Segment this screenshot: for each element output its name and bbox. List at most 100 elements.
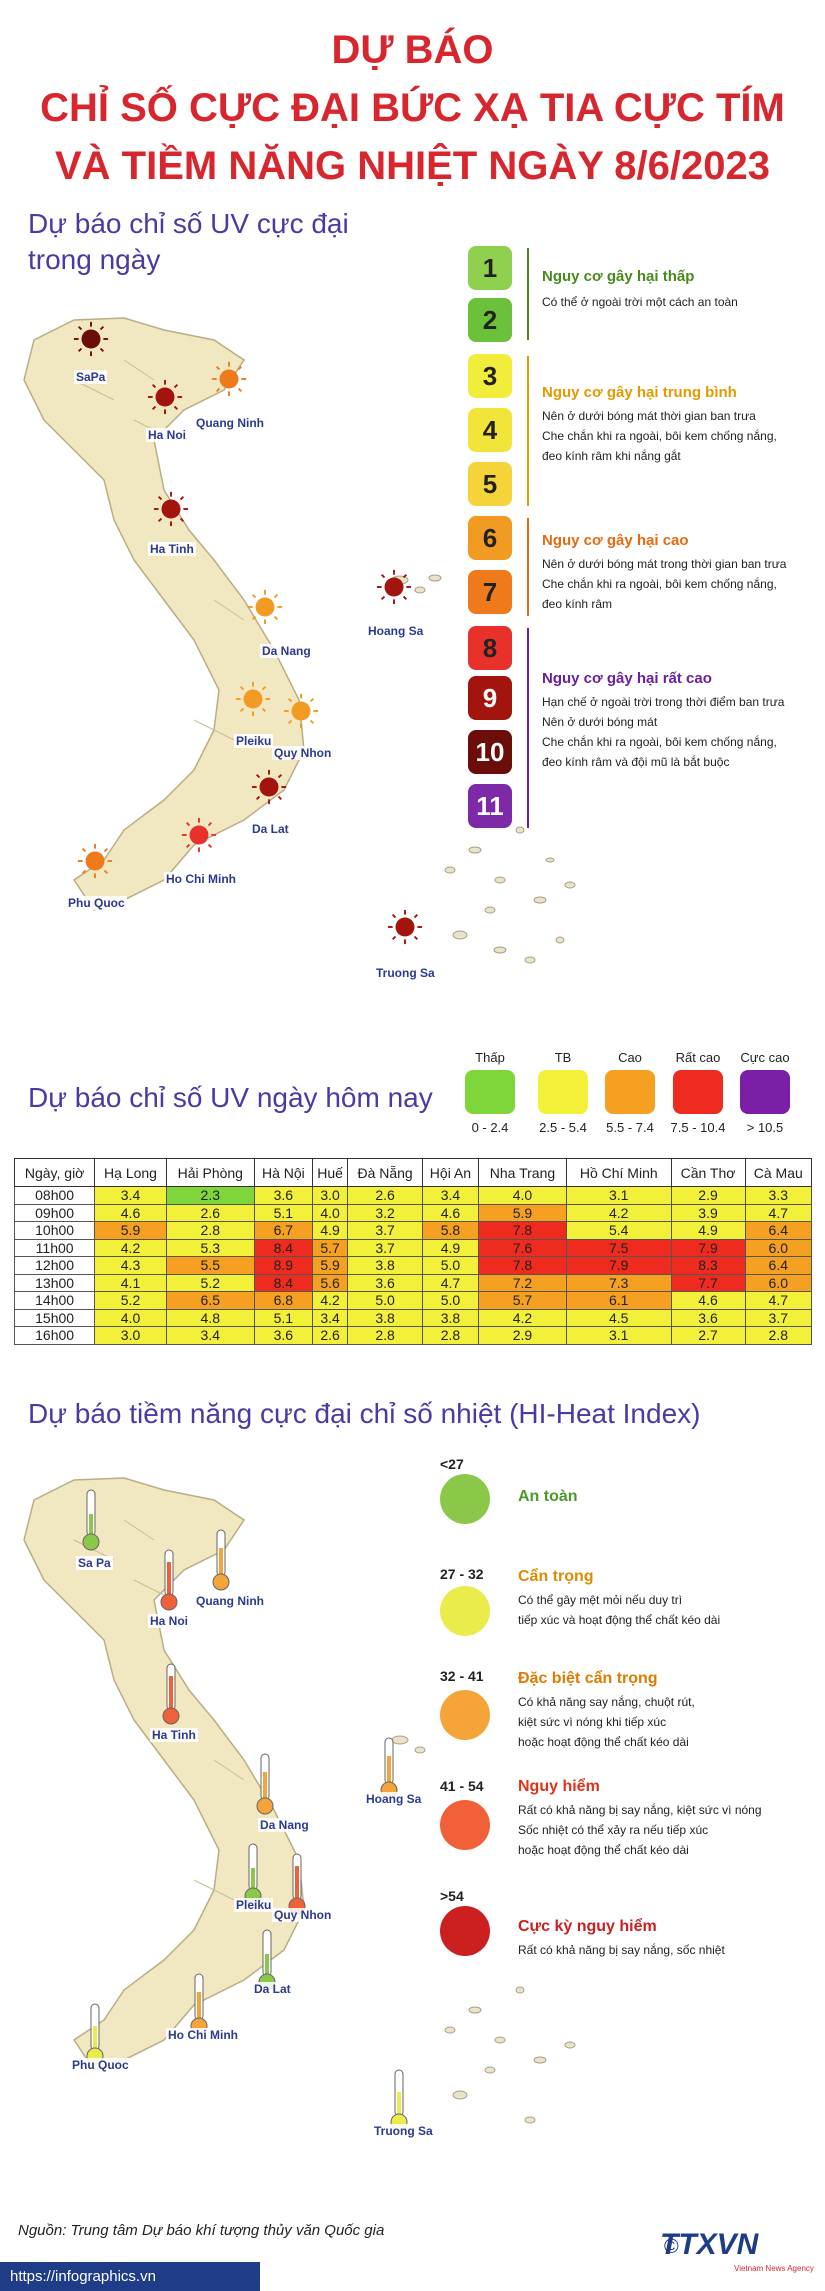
- sun-icon-hoangsa: [376, 569, 412, 605]
- heat-range-extreme-caution: 32 - 41: [440, 1668, 484, 1684]
- city-label-sapa: SaPa: [74, 370, 108, 384]
- sun-icon-quynhon: [283, 693, 319, 729]
- table-value-cell: 5.0: [421, 1291, 479, 1310]
- heat-city-hochiminh: Ho Chi Minh: [166, 2028, 240, 2042]
- uv-level-1: 1: [468, 246, 512, 290]
- risk-desc-high: Nên ở dưới bóng mát trong thời gian ban …: [542, 557, 787, 611]
- uv-map-heading-2: trong ngày: [28, 244, 161, 275]
- table-value-cell: 7.3: [565, 1273, 672, 1292]
- heat-title-extreme-danger: Cực kỳ nguy hiểm: [518, 1918, 657, 1935]
- uv-level-3: 3: [468, 354, 512, 398]
- website-link[interactable]: https://infographics.vn: [0, 2262, 260, 2291]
- table-value-cell: 7.8: [477, 1221, 567, 1240]
- heat-circle-safe: [440, 1474, 490, 1524]
- uv-level-4: 4: [468, 408, 512, 452]
- table-value-cell: 5.7: [477, 1291, 567, 1310]
- table-time-cell: 16h00: [13, 1326, 96, 1345]
- heat-city-danang: Da Nang: [258, 1818, 311, 1832]
- uv-level-5: 5: [468, 462, 512, 506]
- table-value-cell: 2.7: [670, 1326, 746, 1345]
- heat-city-truongsa: Truong Sa: [372, 2124, 435, 2138]
- table-time-cell: 13h00: [13, 1273, 96, 1292]
- copyright-symbol: ©: [664, 2236, 679, 2258]
- table-value-cell: 2.6: [165, 1203, 255, 1222]
- scale-range-low: 0 - 2.4: [471, 1120, 509, 1135]
- table-value-cell: 3.6: [253, 1186, 313, 1205]
- divider-medium: [527, 356, 529, 506]
- scale-label-extreme: Cực cao: [740, 1050, 790, 1065]
- divider-high: [527, 518, 529, 616]
- table-value-cell: 3.6: [670, 1308, 746, 1327]
- heat-city-hoangsa: Hoang Sa: [364, 1792, 424, 1806]
- sun-icon-hatinh: [153, 491, 189, 527]
- heat-title-safe: An toàn: [518, 1488, 578, 1505]
- table-value-cell: 2.9: [670, 1186, 746, 1205]
- table-value-cell: 7.5: [565, 1238, 672, 1257]
- uv-level-10: 10: [468, 730, 512, 774]
- table-value-cell: 5.2: [94, 1291, 167, 1310]
- city-label-danang: Da Nang: [260, 644, 313, 658]
- table-value-cell: 3.7: [744, 1308, 813, 1327]
- table-value-cell: 3.3: [744, 1186, 813, 1205]
- city-label-hochiminh: Ho Chi Minh: [164, 872, 238, 886]
- scale-range-high: 5.5 - 7.4: [606, 1120, 654, 1135]
- heat-city-quangninh: Quang Ninh: [194, 1594, 266, 1608]
- table-value-cell: 3.7: [347, 1221, 423, 1240]
- thermometer-icon-hochiminh: [190, 1973, 208, 2035]
- sun-icon-phuquoc: [77, 843, 113, 879]
- table-value-cell: 4.6: [670, 1291, 746, 1310]
- heat-desc-danger: Rất có khả năng bị say nắng, kiệt sức vì…: [518, 1803, 762, 1857]
- ttxvn-logo: TTXVN: [660, 2228, 759, 2261]
- table-value-cell: 4.6: [421, 1203, 479, 1222]
- heat-city-quynhon: Quy Nhon: [272, 1908, 334, 1922]
- table-value-cell: 2.8: [165, 1221, 255, 1240]
- thermometer-icon-quangninh: [212, 1529, 230, 1591]
- heat-circle-caution: [440, 1586, 490, 1636]
- table-time-cell: 11h00: [13, 1238, 96, 1257]
- thermometer-icon-sapa: [82, 1489, 100, 1551]
- risk-title-low: Nguy cơ gây hại thấp: [542, 268, 695, 285]
- heat-city-hanoi: Ha Noi: [148, 1614, 191, 1628]
- table-value-cell: 3.8: [347, 1308, 423, 1327]
- table-value-cell: 4.0: [94, 1308, 167, 1327]
- heat-city-dalat: Da Lat: [252, 1982, 293, 1996]
- table-value-cell: 3.8: [421, 1308, 479, 1327]
- divider-very-high: [527, 628, 529, 828]
- scale-range-extreme: > 10.5: [746, 1120, 784, 1135]
- table-value-cell: 7.9: [565, 1256, 672, 1275]
- table-value-cell: 4.9: [311, 1221, 349, 1240]
- sun-icon-hochiminh: [181, 817, 217, 853]
- table-header-cell: Nha Trang: [477, 1158, 567, 1187]
- table-value-cell: 6.0: [744, 1238, 813, 1257]
- table-value-cell: 6.5: [165, 1291, 255, 1310]
- heat-desc-extreme-danger: Rất có khả năng bị say nắng, sốc nhiệt: [518, 1943, 725, 1957]
- table-time-cell: 14h00: [13, 1291, 96, 1310]
- scale-box-low: [465, 1070, 515, 1114]
- thermometer-icon-quynhon: [288, 1853, 306, 1915]
- table-value-cell: 2.8: [744, 1326, 813, 1345]
- scale-label-medium: TB: [554, 1050, 572, 1065]
- table-value-cell: 3.4: [165, 1326, 255, 1345]
- table-value-cell: 3.1: [565, 1186, 672, 1205]
- table-value-cell: 3.6: [253, 1326, 313, 1345]
- table-value-cell: 3.4: [311, 1308, 349, 1327]
- table-value-cell: 3.4: [421, 1186, 479, 1205]
- table-value-cell: 2.3: [165, 1186, 255, 1205]
- table-value-cell: 5.0: [421, 1256, 479, 1275]
- page-title-line1: DỰ BÁO: [331, 28, 494, 72]
- uv-level-9: 9: [468, 676, 512, 720]
- heat-range-danger: 41 - 54: [440, 1778, 484, 1794]
- thermometer-icon-pleiku: [244, 1843, 262, 1905]
- city-label-truongsa: Truong Sa: [374, 966, 437, 980]
- risk-desc-medium: Nên ở dưới bóng mát thời gian ban trưa C…: [542, 409, 777, 463]
- table-value-cell: 6.0: [744, 1273, 813, 1292]
- table-value-cell: 5.1: [253, 1308, 313, 1327]
- city-label-hanoi: Ha Noi: [146, 428, 189, 442]
- source-note: Nguồn: Trung tâm Dự báo khí tượng thủy v…: [18, 2222, 385, 2239]
- table-row: 13h00 4.1 5.2 8.4 5.6 3.6 4.7 7.2 7.3 7.7 6.0: [13, 1273, 813, 1292]
- thermometer-icon-danang: [256, 1753, 274, 1815]
- table-value-cell: 5.7: [311, 1238, 349, 1257]
- scale-label-low: Thấp: [475, 1050, 505, 1065]
- table-value-cell: 4.1: [94, 1273, 167, 1292]
- table-value-cell: 4.7: [744, 1291, 813, 1310]
